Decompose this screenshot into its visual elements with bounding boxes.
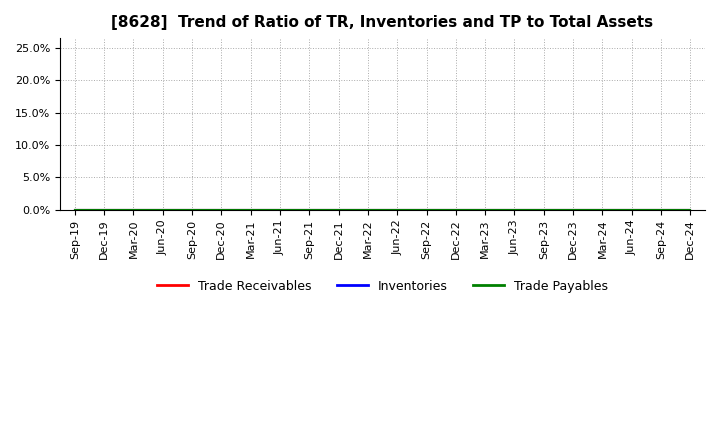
Legend: Trade Receivables, Inventories, Trade Payables: Trade Receivables, Inventories, Trade Pa… [152, 275, 613, 298]
Title: [8628]  Trend of Ratio of TR, Inventories and TP to Total Assets: [8628] Trend of Ratio of TR, Inventories… [112, 15, 654, 30]
